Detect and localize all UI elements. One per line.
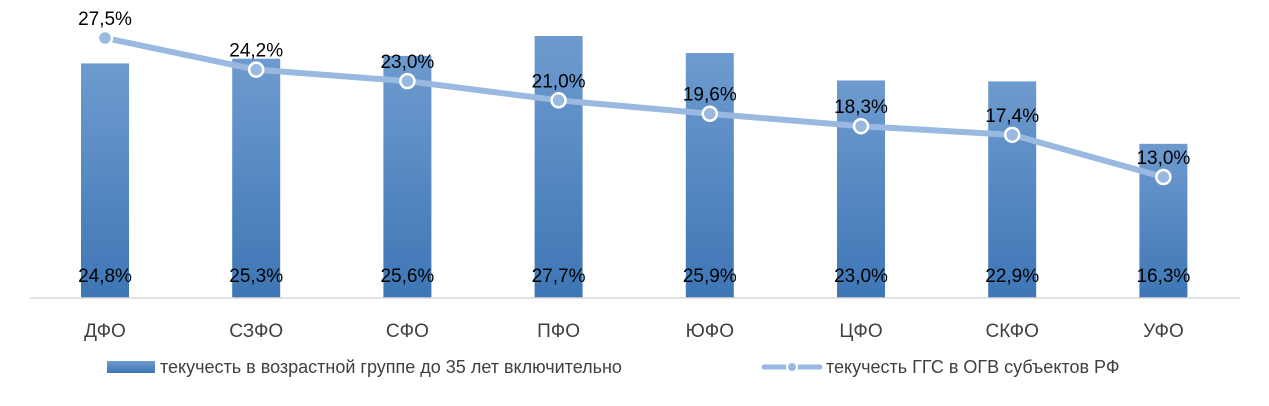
bar-series: [81, 36, 1188, 299]
category-label-1: СЗФО: [229, 321, 283, 342]
category-label-3: ПФО: [537, 321, 580, 342]
legend-line-marker: [786, 361, 798, 373]
legend-bar-label: текучесть в возрастной группе до 35 лет …: [160, 357, 622, 377]
legend-line-label: текучесть ГГС в ОГВ субъектов РФ: [826, 357, 1120, 377]
line-point-2: [399, 72, 416, 90]
bar-6: [988, 81, 1037, 298]
bar-label-2: 25,6%: [380, 266, 434, 287]
bar-0: [81, 63, 129, 299]
legend-item-bar[interactable]: текучесть в возрастной группе до 35 лет …: [107, 357, 622, 377]
category-label-6: СКФО: [986, 321, 1039, 342]
category-labels: ДФО СЗФО СФО ПФО ЮФО ЦФО СКФО УФО: [84, 321, 1184, 342]
bar-1: [232, 58, 281, 298]
category-label-5: ЦФО: [839, 321, 882, 342]
bar-label-0: 24,8%: [78, 266, 132, 287]
line-label-3: 21,0%: [532, 71, 586, 92]
category-label-0: ДФО: [84, 321, 126, 342]
line-label-6: 17,4%: [985, 106, 1039, 127]
line-path: [102, 35, 1167, 180]
line-label-1: 24,2%: [229, 41, 283, 62]
bar-data-labels: 24,8% 25,3% 25,6% 27,7% 25,9% 23,0% 22,9% 16,3%: [78, 266, 1190, 287]
line-point-1: [247, 61, 265, 78]
line-point-6: [1003, 126, 1021, 144]
legend-item-line[interactable]: текучесть ГГС в ОГВ субъектов РФ: [761, 357, 1120, 377]
bar-label-6: 22,9%: [985, 266, 1039, 287]
line-label-4: 19,6%: [683, 85, 737, 106]
category-label-2: СФО: [386, 321, 429, 342]
legend: текучесть в возрастной группе до 35 лет …: [107, 357, 1120, 377]
line-label-2: 23,0%: [380, 52, 434, 73]
bar-3: [534, 36, 583, 298]
line-data-labels: 27,5% 24,2% 23,0% 21,0% 19,6% 18,3% 17,4% 13,0%: [78, 9, 1190, 169]
category-label-4: ЮФО: [686, 321, 734, 342]
bar-2: [383, 55, 432, 298]
bar-label-4: 25,9%: [683, 266, 737, 287]
line-series: [96, 29, 1172, 186]
bar-label-3: 27,7%: [532, 266, 586, 287]
line-label-5: 18,3%: [834, 97, 888, 118]
line-point-3: [550, 92, 567, 109]
line-point-7: [1155, 168, 1172, 186]
legend-bar-swatch: [107, 361, 155, 373]
category-label-7: УФО: [1143, 321, 1184, 342]
bar-label-5: 23,0%: [834, 266, 888, 287]
line-label-0: 27,5%: [78, 9, 132, 30]
line-point-0: [96, 29, 114, 47]
bar-label-7: 16,3%: [1136, 266, 1190, 287]
line-label-7: 13,0%: [1136, 148, 1190, 169]
bar-4: [685, 53, 734, 299]
line-point-5: [852, 117, 870, 135]
bar-label-1: 25,3%: [229, 266, 283, 287]
bar-5: [837, 80, 885, 299]
line-point-4: [701, 105, 719, 122]
